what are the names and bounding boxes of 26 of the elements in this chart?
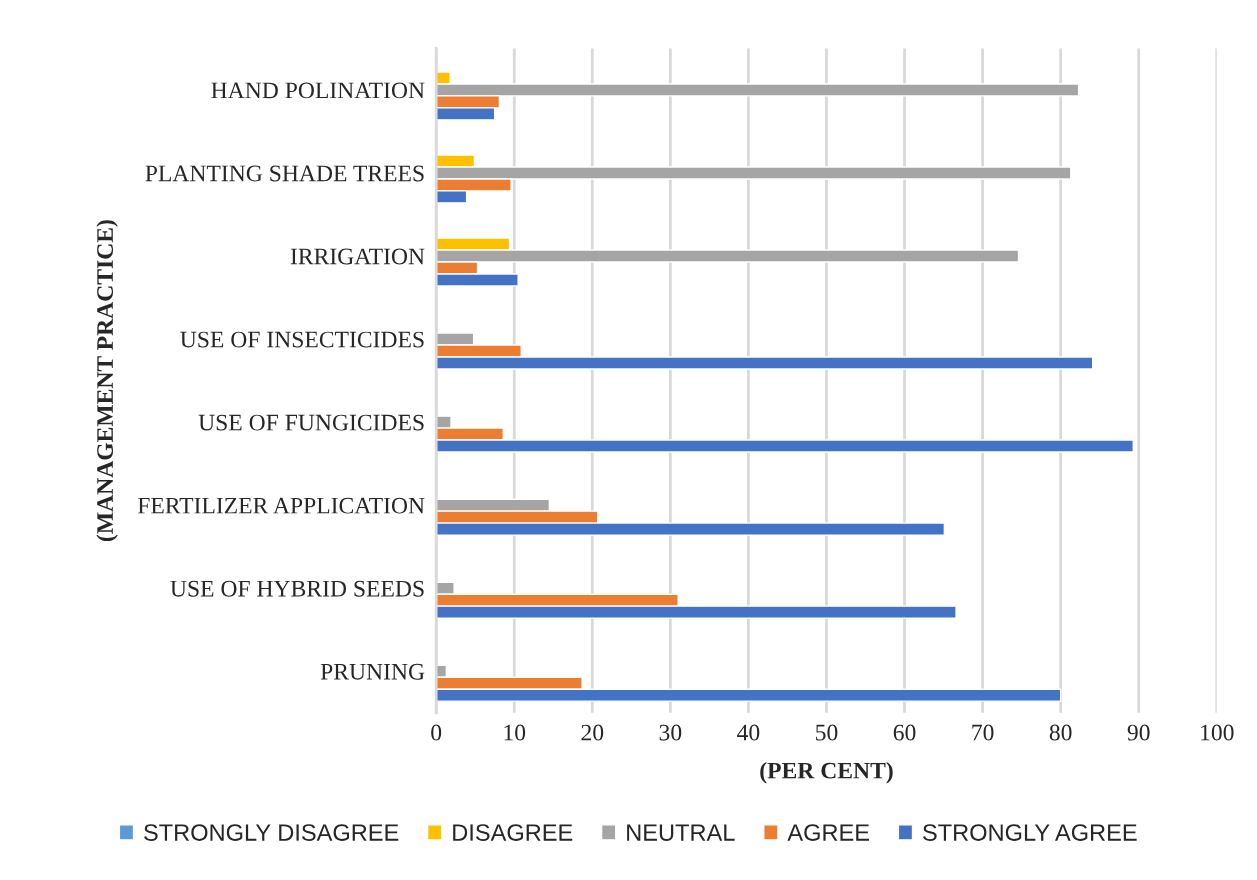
legend-label: AGREE [787, 824, 870, 841]
y-tick-label: USE OF FUNGICIDES [198, 414, 424, 431]
x-tick-label: 80 [1049, 724, 1072, 741]
x-tick-label: 90 [1127, 724, 1150, 741]
x-tick-label: 60 [893, 724, 916, 741]
legend-label: DISAGREE [453, 824, 573, 841]
legend-label: NEUTRAL [627, 824, 735, 841]
legend-label: STRONGLY DISAGREE [144, 824, 399, 841]
legend-label: STRONGLY AGREE [923, 824, 1137, 841]
x-tick-label: 20 [581, 724, 604, 741]
x-tick-label: 100 [1201, 724, 1234, 741]
y-tick-label: USE OF INSECTICIDES [180, 331, 424, 348]
x-axis-title: (PER CENT) [760, 761, 893, 784]
y-axis-title: (MANAGEMENT PRACTICE) [96, 220, 118, 542]
x-tick-label: 70 [972, 724, 994, 741]
x-tick-label: 30 [659, 724, 682, 741]
y-tick-label: FERTILIZER APPLICATION [137, 497, 425, 514]
y-tick-label: IRRIGATION [290, 248, 425, 265]
x-tick-label: 10 [504, 724, 526, 741]
y-tick-label: PRUNING [320, 663, 425, 680]
x-tick-label: 0 [431, 724, 442, 741]
x-tick-label: 50 [816, 724, 838, 741]
y-tick-label: USE OF HYBRID SEEDS [170, 580, 424, 597]
x-tick-label: 40 [737, 724, 760, 741]
y-tick-label: HAND POLINATION [211, 82, 425, 99]
y-tick-label: PLANTING SHADE TREES [145, 165, 424, 182]
